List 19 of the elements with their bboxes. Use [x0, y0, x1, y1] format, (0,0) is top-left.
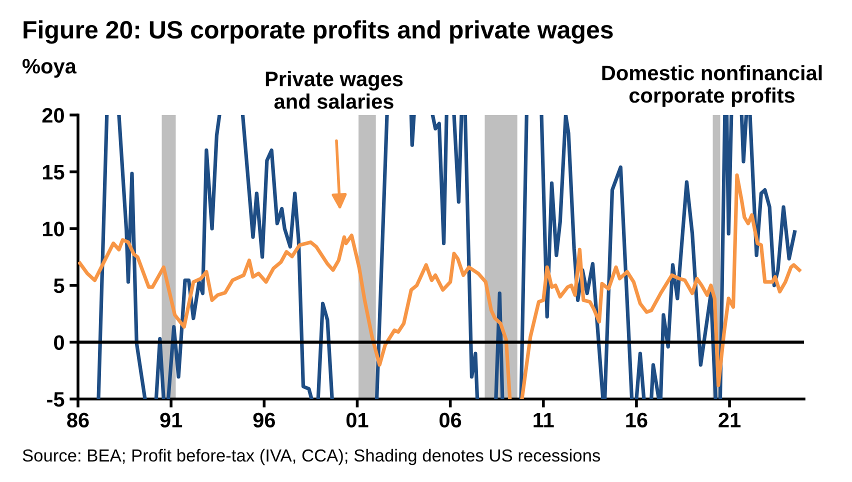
x-tick-label: 21	[718, 412, 741, 428]
x-tick-label: 86	[67, 412, 89, 428]
y-tick-label: 20	[42, 108, 64, 123]
y-tick-label: 10	[42, 222, 64, 236]
y-axis-title: %oya	[22, 58, 77, 78]
x-tick-label: 16	[626, 412, 648, 428]
text: Domestic nonfinancial corporate profits	[602, 65, 822, 107]
source-note: Source: BEA; Profit before-tax (IVA, CCA); Shading denotes US recessions	[22, 448, 600, 466]
x-tick-label: 11	[534, 412, 554, 428]
y-tick-label: 15	[42, 165, 64, 180]
x-tick-label: 96	[253, 412, 275, 428]
y-tick-label: 0	[54, 335, 64, 350]
chart-title: Figure 20: US corporate profits and private wages	[24, 20, 613, 44]
text: Private wages and salaries	[266, 71, 403, 109]
x-tick-label: 01	[346, 412, 368, 428]
y-tick-label: -5	[47, 392, 64, 407]
x-tick-label: 91	[160, 412, 182, 428]
x-tick-label: 06	[440, 412, 462, 428]
y-tick-label: 5	[54, 278, 64, 294]
